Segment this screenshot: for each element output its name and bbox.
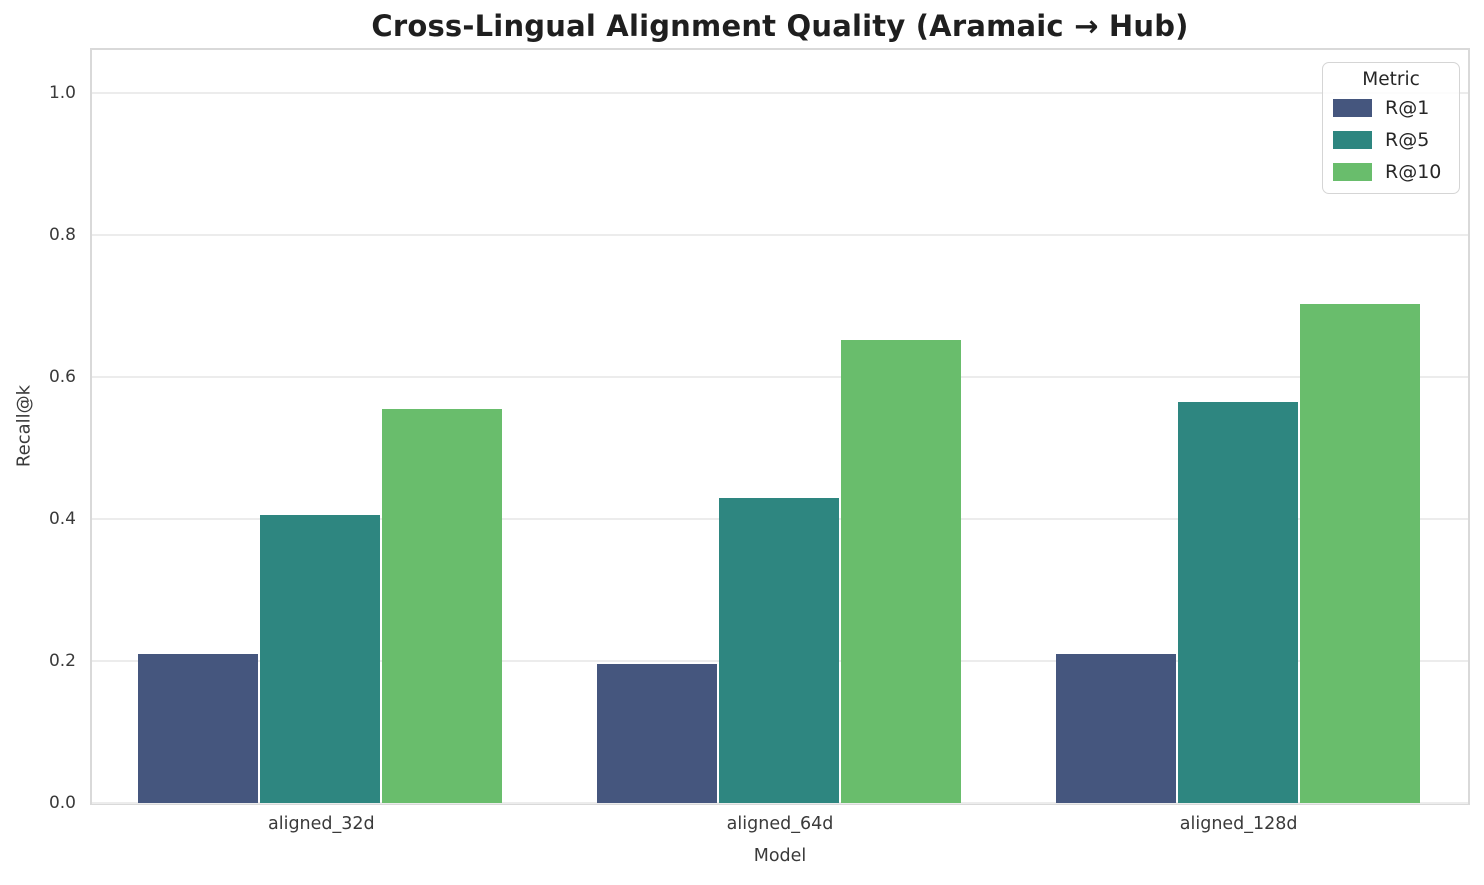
x-tick-label-aligned_32d: aligned_32d	[268, 814, 375, 834]
y-tick-label-0.0: 0.0	[48, 793, 76, 813]
bar-R1-aligned_64d	[597, 664, 717, 803]
y-tick-label-0.2: 0.2	[48, 650, 76, 671]
legend-label-R1: R@1	[1385, 97, 1430, 119]
gridline-y-0.6	[92, 375, 1468, 378]
legend-entry-R1: R@1	[1333, 97, 1451, 119]
bar-R5-aligned_32d	[260, 515, 381, 803]
y-axis-label: Recall@k	[13, 384, 35, 468]
plot-area	[90, 48, 1470, 805]
chart-title: Cross-Lingual Alignment Quality (Aramaic…	[371, 9, 1189, 43]
legend-swatch-R1	[1333, 99, 1372, 117]
legend-entry-R5: R@5	[1333, 129, 1451, 151]
y-tick-label-0.4: 0.4	[48, 508, 76, 529]
legend-label-R10: R@10	[1385, 161, 1442, 183]
legend-label-R5: R@5	[1385, 129, 1430, 151]
legend-swatch-R5	[1333, 131, 1372, 149]
legend-entry-R10: R@10	[1333, 161, 1451, 183]
y-tick-label-0.6: 0.6	[48, 366, 76, 387]
y-tick-label-0.8: 0.8	[48, 224, 76, 245]
legend-entries: R@1 R@5 R@10	[1331, 97, 1451, 183]
x-axis-label: Model	[753, 846, 807, 866]
bar-R1-aligned_128d	[1055, 653, 1176, 803]
legend-swatch-R10	[1333, 163, 1372, 181]
legend-title: Metric	[1362, 69, 1420, 90]
bar-R10-aligned_64d	[841, 339, 961, 803]
gridline-y-0.8	[92, 233, 1468, 236]
bar-R10-aligned_128d	[1299, 303, 1420, 803]
y-tick-label-1.0: 1.0	[48, 82, 76, 103]
bar-R5-aligned_128d	[1177, 401, 1298, 803]
bar-R5-aligned_64d	[719, 497, 839, 803]
x-tick-label-aligned_128d: aligned_128d	[1179, 814, 1298, 834]
bar-R10-aligned_32d	[382, 408, 503, 803]
gridline-y-0.0	[92, 802, 1468, 804]
legend: Metric R@1 R@5 R@10	[1322, 62, 1460, 194]
gridline-y-1.0	[92, 91, 1468, 94]
x-tick-label-aligned_64d: aligned_64d	[726, 814, 834, 834]
bar-R1-aligned_32d	[138, 653, 259, 803]
